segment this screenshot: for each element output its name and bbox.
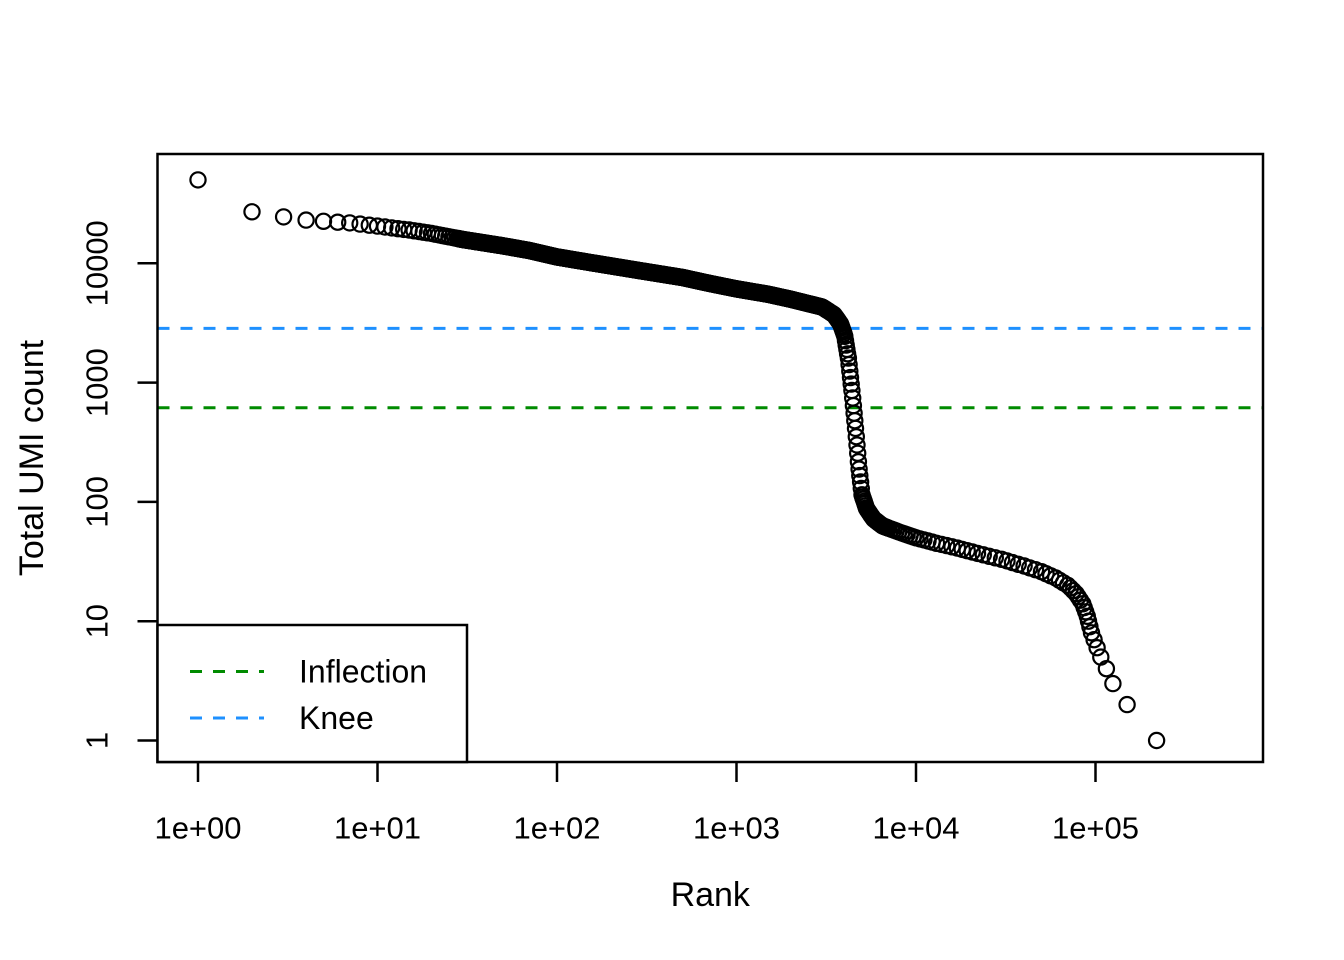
y-tick-label: 1 bbox=[80, 732, 115, 749]
x-tick-label: 1e+05 bbox=[1052, 811, 1139, 846]
x-tick-label: 1e+03 bbox=[693, 811, 780, 846]
data-point bbox=[851, 466, 869, 485]
data-point bbox=[841, 368, 860, 387]
y-axis-title: Total UMI count bbox=[13, 339, 51, 576]
data-point bbox=[847, 428, 866, 446]
data-point bbox=[1147, 731, 1166, 750]
legend-box: Inflection Knee bbox=[156, 623, 469, 764]
data-point bbox=[1104, 674, 1122, 693]
data-point bbox=[243, 203, 261, 221]
x-axis-title: Rank bbox=[671, 876, 751, 914]
data-point bbox=[351, 215, 369, 233]
data-point bbox=[848, 436, 866, 454]
data-point bbox=[314, 212, 333, 230]
x-tick-label: 1e+04 bbox=[872, 811, 959, 846]
data-point bbox=[1097, 660, 1116, 678]
legend-border bbox=[156, 623, 469, 764]
data-point bbox=[341, 214, 359, 232]
scatter-points bbox=[189, 171, 1166, 750]
legend-label: Inflection bbox=[299, 654, 427, 690]
y-tick-label: 10000 bbox=[80, 220, 115, 306]
data-point bbox=[376, 218, 394, 236]
plot-frame-border bbox=[156, 152, 1265, 764]
legend-item-inflection: Inflection bbox=[190, 654, 427, 690]
data-point bbox=[846, 419, 865, 438]
y-tick-label: 100 bbox=[80, 476, 115, 528]
legend-label: Knee bbox=[299, 700, 374, 736]
y-axis-ticks: 1 10 100 1000 10000 bbox=[80, 220, 158, 749]
data-point bbox=[849, 453, 868, 471]
data-point bbox=[842, 375, 860, 393]
x-tick-label: 1e+02 bbox=[513, 811, 600, 846]
data-point bbox=[329, 213, 347, 231]
data-point bbox=[841, 362, 859, 380]
data-point bbox=[840, 355, 858, 374]
x-tick-label: 1e+01 bbox=[334, 811, 421, 846]
data-point bbox=[274, 208, 293, 226]
data-point bbox=[986, 549, 1005, 567]
data-point bbox=[189, 171, 207, 189]
data-point bbox=[850, 460, 868, 478]
data-point bbox=[389, 219, 407, 238]
data-point bbox=[1088, 639, 1106, 657]
data-point bbox=[1085, 631, 1103, 649]
y-tick-label: 1000 bbox=[80, 348, 115, 417]
data-point bbox=[297, 211, 315, 229]
x-axis-ticks: 1e+00 1e+01 1e+02 1e+03 1e+04 1e+05 bbox=[154, 762, 1139, 846]
y-tick-label: 10 bbox=[80, 604, 115, 638]
legend-item-knee: Knee bbox=[190, 700, 374, 736]
data-point bbox=[1118, 695, 1136, 714]
x-tick-label: 1e+00 bbox=[154, 811, 241, 846]
data-point bbox=[839, 349, 858, 367]
data-point bbox=[383, 219, 401, 237]
